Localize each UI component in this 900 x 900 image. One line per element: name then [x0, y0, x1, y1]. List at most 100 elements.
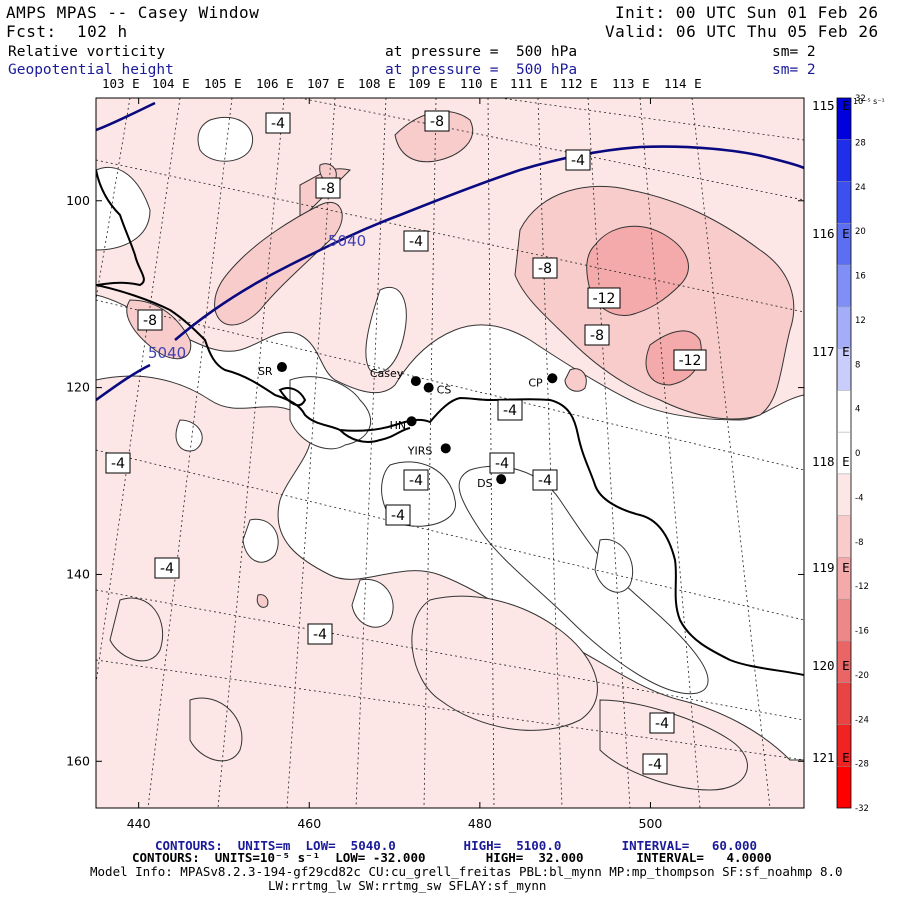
station-label-casey: Casey: [370, 367, 404, 380]
vorticity-label: -8: [424, 110, 450, 132]
vorticity-label-text: -4: [409, 234, 423, 250]
colorbar-swatch: [837, 265, 851, 307]
colorbar-swatch: [837, 390, 851, 433]
station-label-ds: DS: [477, 477, 492, 490]
vorticity-label: -8: [532, 257, 558, 279]
colorbar-tick-label: -8: [855, 538, 863, 548]
colorbar-swatch: [837, 640, 851, 683]
station-marker-ds: [496, 474, 507, 485]
footer-height-contours: CONTOURS: UNITS=m LOW= 5040.0 HIGH= 5100…: [155, 838, 758, 853]
colorbar: 32 28 24 20 16 12 8 4 0 -4 -8 -12 -16 -20 -24 -28 -32 10⁻…: [836, 94, 885, 814]
longitude-label-top: 103 E: [102, 76, 140, 91]
station-label-hn: HN: [390, 419, 407, 432]
height-label-5040-b: 5040: [148, 344, 186, 362]
vorticity-label-text: -4: [111, 456, 125, 472]
longitude-label-top: 112 E: [560, 76, 598, 91]
meridian-line: [96, 98, 131, 302]
vorticity-label-text: -4: [160, 561, 174, 577]
footer-model-info: Model Info: MPASv8.2.3-194-gf29cd82c CU:…: [90, 864, 843, 879]
station-label-cp: CP: [528, 376, 543, 389]
colorbar-swatch: [837, 139, 851, 182]
vorticity-label-text: -8: [321, 181, 335, 197]
parallel-line: [499, 98, 804, 141]
vorticity-label-text: -4: [313, 627, 327, 643]
y-tick-label: 100: [66, 193, 90, 208]
vorticity-label-text: -8: [143, 313, 157, 329]
meridian-line: [423, 98, 437, 808]
forecast-hour: Fcst: 102 h: [6, 22, 128, 41]
vorticity-label: -4: [385, 504, 411, 526]
station-marker-hn: [406, 416, 417, 427]
x-tick-label: 460: [297, 816, 321, 831]
vorticity-zero-regions: [96, 116, 709, 695]
longitude-label-top: 110 E: [460, 76, 498, 91]
colorbar-tick-label: 4: [855, 405, 860, 415]
vorticity-label-text: -4: [271, 116, 285, 132]
vorticity-label-text: -8: [590, 328, 604, 344]
vorticity-label-text: -8: [538, 261, 552, 277]
footer-model-info-2: LW:rrtmg_lw SW:rrtmg_sw SFLAY:sf_mynn: [268, 878, 547, 893]
vorticity-label-text: -4: [648, 757, 662, 773]
vorticity-label: -8: [315, 177, 341, 199]
parallel-line: [96, 159, 804, 313]
colorbar-swatch: [837, 432, 851, 474]
vorticity-label: -4: [532, 469, 558, 491]
height-contours: [96, 101, 804, 402]
longitude-label-top: 107 E: [307, 76, 345, 91]
vorticity-label-text: -4: [495, 456, 509, 472]
colorbar-swatch: [837, 557, 851, 600]
field2-sm: sm= 2: [772, 62, 816, 78]
vorticity-label: -4: [649, 712, 675, 734]
axis-ticks: [96, 98, 804, 808]
valid-time: Valid: 06 UTC Thu 05 Feb 26: [605, 22, 879, 41]
longitude-label-right: 115 E: [812, 98, 850, 113]
colorbar-tick-label: 12: [855, 316, 866, 326]
vorticity-label: -8: [137, 309, 163, 331]
longitude-label-top: 114 E: [664, 76, 702, 91]
vorticity-label: -4: [154, 557, 180, 579]
x-tick-label: 440: [127, 816, 151, 831]
meridian-line: [691, 98, 771, 808]
longitude-label-top: 108 E: [358, 76, 396, 91]
meridian-line: [217, 98, 285, 808]
colorbar-tick-label: -4: [855, 493, 863, 503]
parallel-line: [299, 98, 804, 201]
colorbar-tick-label: -32: [855, 804, 869, 814]
colorbar-frame: [836, 97, 852, 809]
longitude-label-top: 106 E: [256, 76, 294, 91]
station-marker-sr: [276, 362, 287, 373]
longitude-label-right: 121 E: [812, 750, 850, 765]
colorbar-swatch: [837, 724, 851, 767]
station-label-cs: CS: [437, 384, 452, 397]
meridian-line: [537, 98, 563, 808]
meridian-line: [286, 98, 336, 808]
colorbar-swatch: [837, 223, 851, 266]
colorbar-tick-label: 24: [855, 183, 866, 193]
longitude-label-right: 120 E: [812, 658, 850, 673]
y-tick-label: 120: [66, 380, 90, 395]
field1-name: Relative vorticity: [8, 44, 166, 60]
vorticity-label: -4: [307, 623, 333, 645]
vorticity-label-text: -12: [679, 353, 702, 369]
colorbar-tick-label: 28: [855, 138, 866, 148]
colorbar-tick-label: 16: [855, 272, 866, 282]
meridian-line: [587, 98, 631, 808]
vorticity-label-text: -4: [655, 716, 669, 732]
meridian-line: [355, 98, 387, 808]
colorbar-tick-label: -16: [855, 627, 869, 637]
station-marker-casey: [410, 376, 421, 387]
vorticity-label-text: -12: [593, 291, 616, 307]
colorbar-unit: 10⁻⁵ s⁻¹: [853, 97, 885, 106]
colorbar-tick-label: -12: [855, 582, 869, 592]
vorticity-contour-labels: -4-8-8-8-4-4-8-12-8-12-8-4-4-4-4-4-4-4-4…: [105, 110, 707, 775]
field1-level: at pressure = 500 hPa: [385, 44, 578, 60]
field2-level: at pressure = 500 hPa: [385, 62, 578, 78]
longitude-label-right: 116 E: [812, 226, 850, 241]
colorbar-tick-label: -24: [855, 715, 869, 725]
station-marker-yirs: [440, 443, 451, 454]
colorbar-swatch: [837, 306, 851, 349]
meridian-line: [147, 98, 233, 808]
vorticity-label: -4: [403, 230, 429, 252]
